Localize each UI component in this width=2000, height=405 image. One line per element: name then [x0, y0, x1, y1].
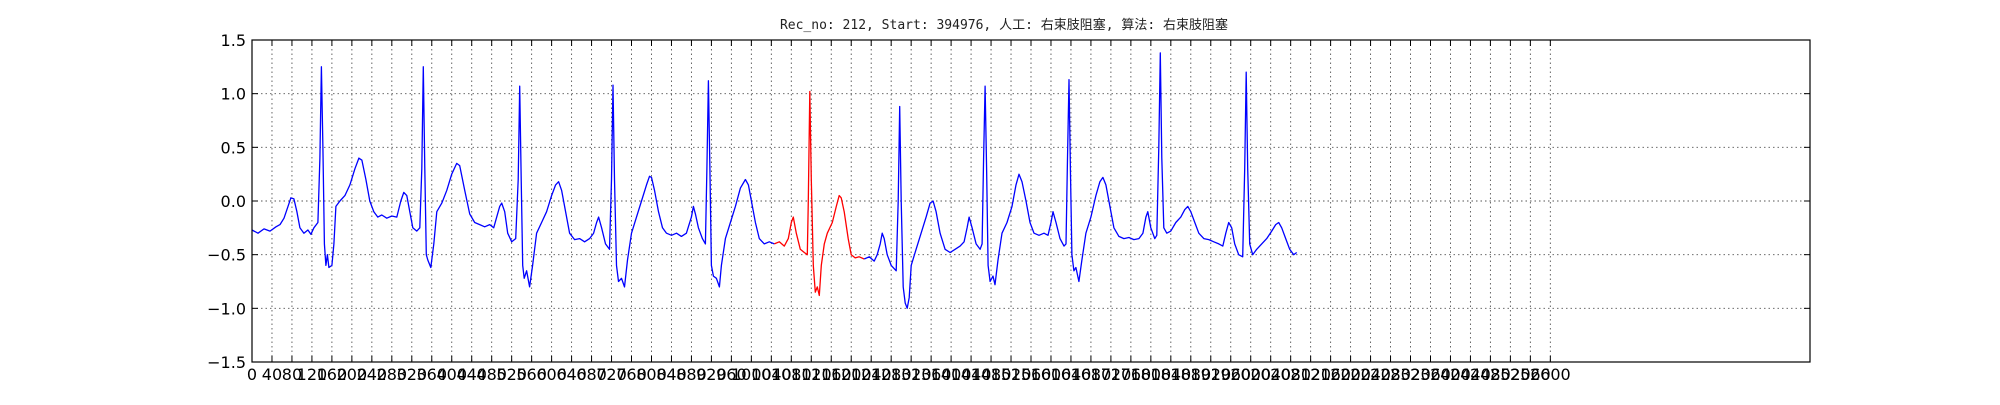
x-tick-label: 2440: [1450, 365, 1491, 384]
x-tick-label: 360: [416, 365, 447, 384]
x-tick-label: 2160: [1310, 365, 1351, 384]
x-tick-label: 1760: [1111, 365, 1152, 384]
x-tick-label: 2200: [1330, 365, 1371, 384]
x-tick-label: 520: [496, 365, 527, 384]
x-tick-label: 1640: [1051, 365, 1092, 384]
x-tick-label: 2040: [1250, 365, 1291, 384]
x-tick-label: 1560: [1011, 365, 1052, 384]
x-tick-label: 2480: [1470, 365, 1511, 384]
x-tick-label: 680: [576, 365, 607, 384]
x-tick-label: 160: [317, 365, 348, 384]
x-tick-label: 40: [262, 365, 282, 384]
x-tick-label: 1200: [831, 365, 872, 384]
x-tick-label: 1480: [971, 365, 1012, 384]
x-tick-label: 800: [636, 365, 667, 384]
x-tick-label: 760: [616, 365, 647, 384]
x-tick-label: 1240: [851, 365, 892, 384]
x-tick-label: 1840: [1150, 365, 1191, 384]
x-tick-label: 920: [696, 365, 727, 384]
x-tick-label: 440: [456, 365, 487, 384]
x-tick-label: 960: [716, 365, 747, 384]
x-tick-label: 2360: [1410, 365, 1451, 384]
x-tick-label: 1360: [911, 365, 952, 384]
x-tick-label: 480: [476, 365, 507, 384]
y-tick-label: −1.5: [207, 353, 246, 372]
x-tick-label: 560: [516, 365, 547, 384]
ecg-highlight-segment: [774, 90, 865, 297]
y-tick-label: −0.5: [207, 246, 246, 265]
x-tick-label: 120: [297, 365, 328, 384]
x-tick-label: 2520: [1490, 365, 1531, 384]
x-tick-label: 1440: [951, 365, 992, 384]
x-tick-label: 0: [247, 365, 257, 384]
x-tick-label: 2240: [1350, 365, 1391, 384]
x-tick-label: 1600: [1031, 365, 1072, 384]
x-tick-label: 1720: [1091, 365, 1132, 384]
x-tick-label: 1680: [1071, 365, 1112, 384]
x-tick-label: 1400: [931, 365, 972, 384]
x-tick-label: 1880: [1170, 365, 1211, 384]
x-tick-label: 640: [556, 365, 587, 384]
x-tick-label: 400: [436, 365, 467, 384]
x-axis-ticks: 0 40 8012016020024028032036040044048052056…: [247, 40, 1571, 384]
x-tick-label: 2120: [1290, 365, 1331, 384]
x-tick-label: 1520: [991, 365, 1032, 384]
x-tick-label: 320: [397, 365, 428, 384]
x-tick-label: 720: [596, 365, 627, 384]
x-tick-label: 1320: [891, 365, 932, 384]
x-tick-label: 2600: [1530, 365, 1571, 384]
x-tick-label: 1160: [811, 365, 852, 384]
x-tick-label: 80: [282, 365, 302, 384]
y-axis-ticks: 1.5 1.0 0.5 0.0 −0.5 −1.0 −1.5: [207, 31, 1810, 372]
x-tick-label: 600: [536, 365, 567, 384]
grid-lines: [251, 39, 1810, 363]
x-tick-label: 2080: [1270, 365, 1311, 384]
y-tick-label: 1.5: [221, 31, 246, 50]
x-tick-label: 1960: [1210, 365, 1251, 384]
ecg-normal-segment: [251, 66, 775, 288]
ecg-normal-segment: [863, 52, 1298, 309]
x-tick-label: 2560: [1510, 365, 1551, 384]
x-tick-label: 2320: [1390, 365, 1431, 384]
x-tick-label: 2000: [1230, 365, 1271, 384]
x-tick-label: 1280: [871, 365, 912, 384]
x-tick-label: 1920: [1190, 365, 1231, 384]
x-tick-label: 840: [656, 365, 687, 384]
ecg-series-lines: [251, 52, 1298, 309]
chart-title: Rec_no: 212, Start: 394976, 人工: 右束肢阻塞, 算…: [780, 17, 1228, 33]
y-tick-label: −1.0: [207, 299, 246, 318]
x-tick-label: 2280: [1370, 365, 1411, 384]
x-tick-label: 280: [377, 365, 408, 384]
x-tick-label: 200: [337, 365, 368, 384]
x-tick-label: 1000: [731, 365, 772, 384]
x-tick-label: 1800: [1130, 365, 1171, 384]
x-tick-label: 880: [676, 365, 707, 384]
x-tick-label: 1040: [751, 365, 792, 384]
x-tick-label: 240: [357, 365, 388, 384]
x-tick-label: 1120: [791, 365, 832, 384]
y-tick-label: 1.0: [221, 85, 246, 104]
x-tick-label: 2400: [1430, 365, 1471, 384]
y-tick-label: 0.5: [221, 138, 246, 157]
y-tick-label: 0.0: [221, 192, 246, 211]
x-tick-label: 1080: [771, 365, 812, 384]
